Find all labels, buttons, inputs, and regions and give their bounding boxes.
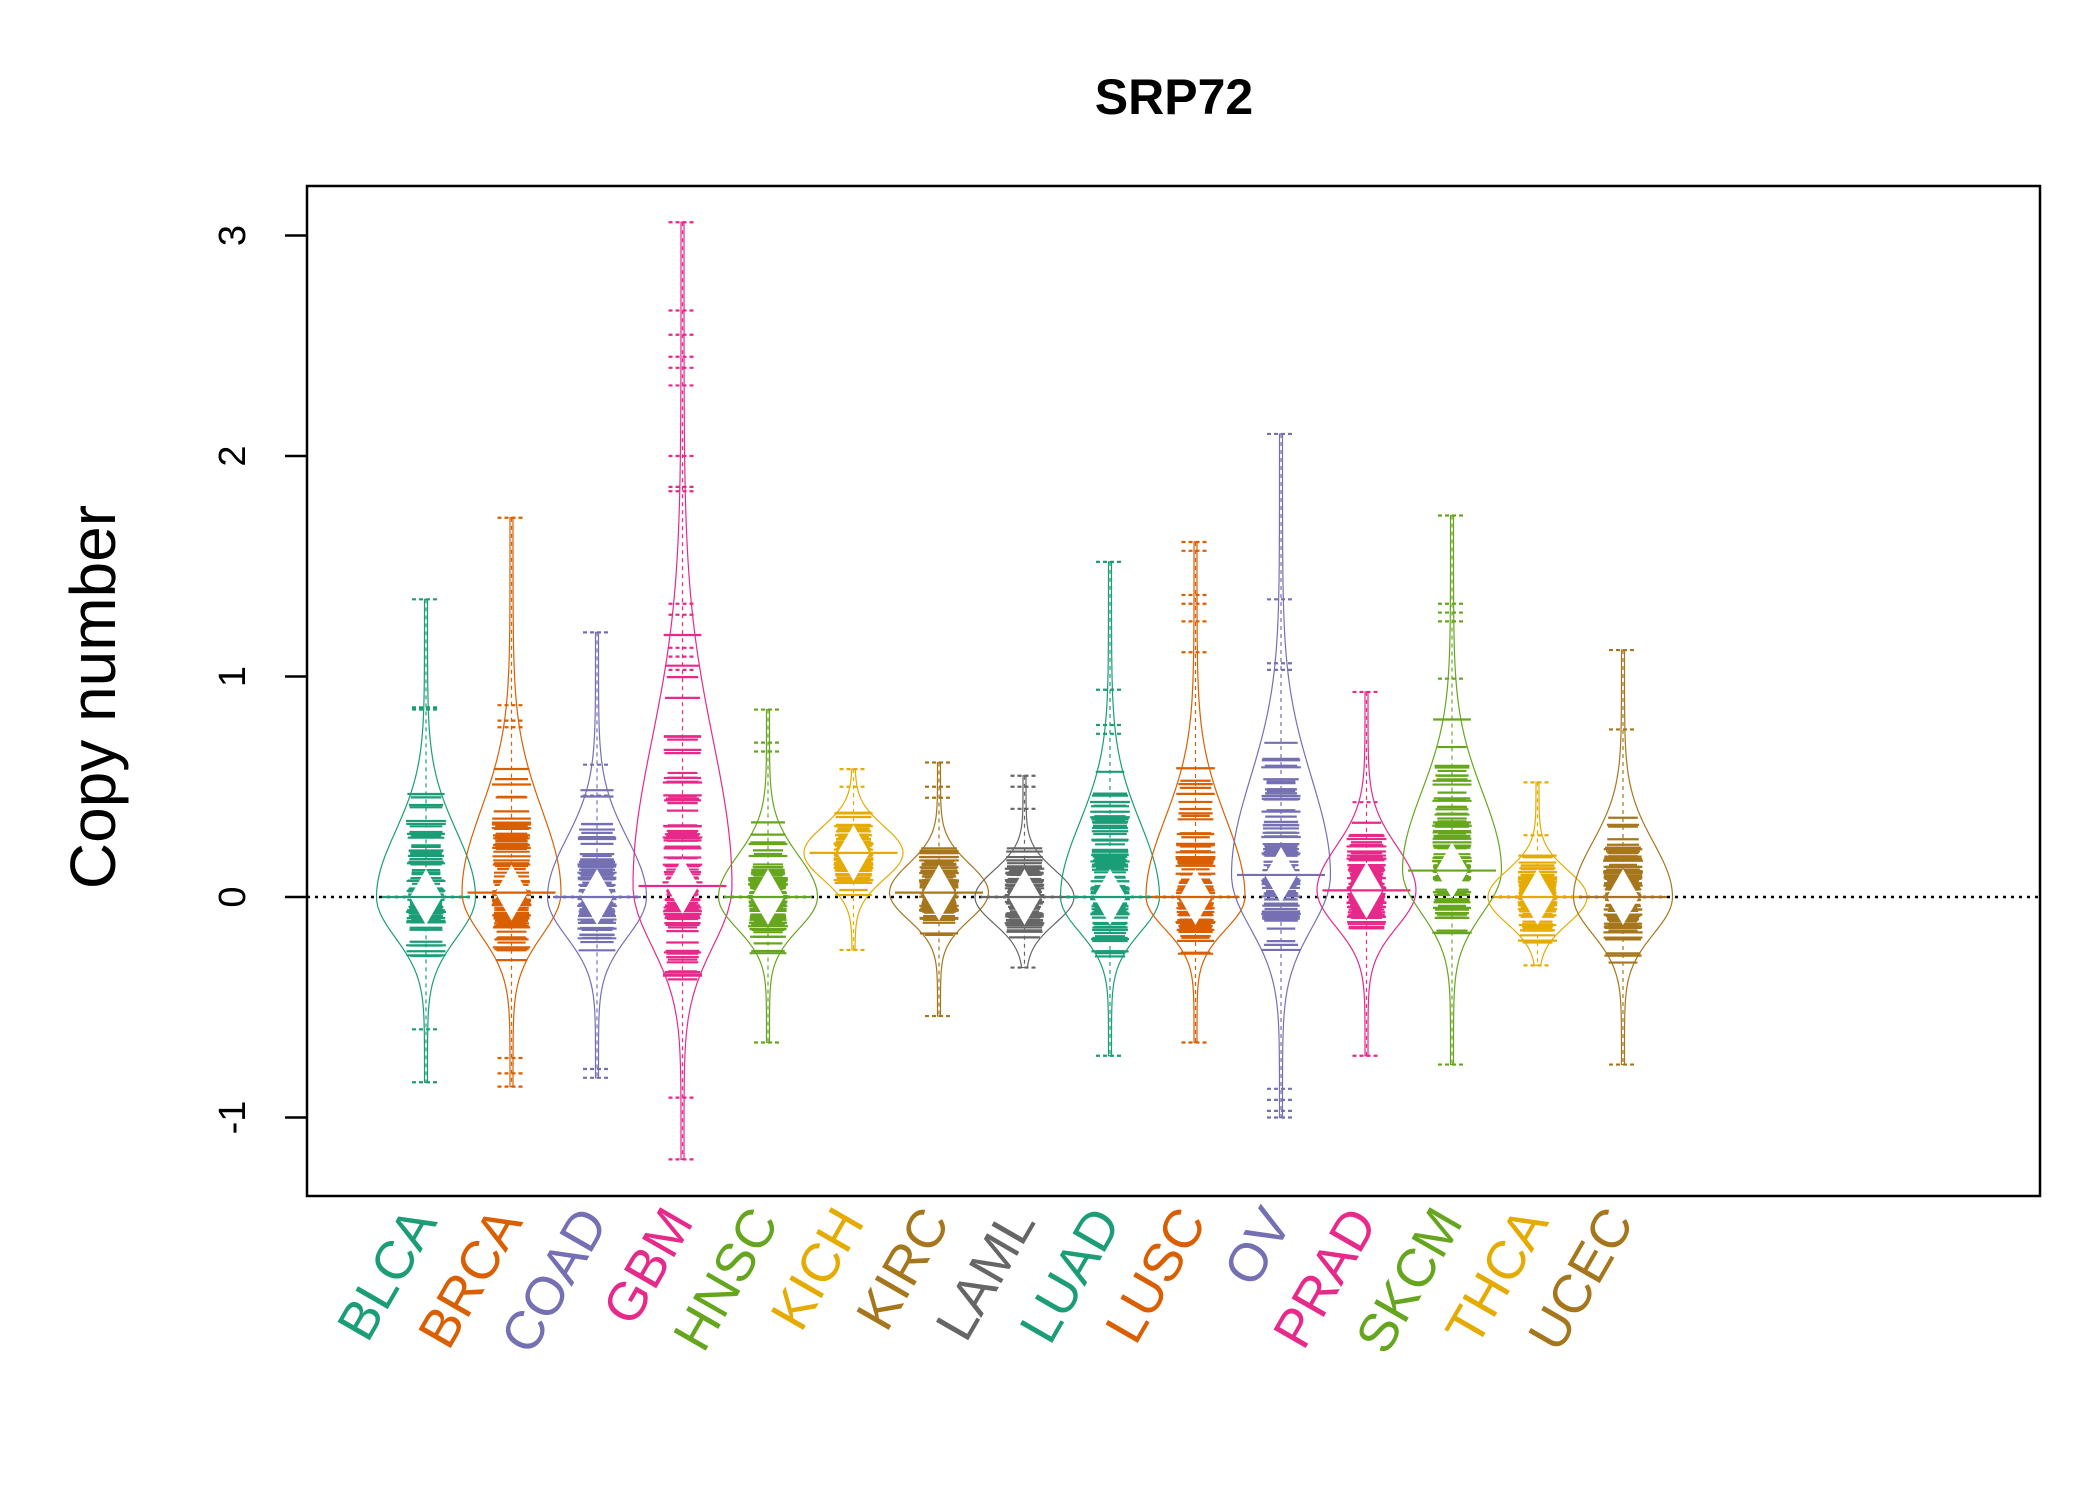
y-tick-label: 1 <box>212 666 254 687</box>
y-tick-label: 2 <box>212 445 254 466</box>
bean-luad <box>1059 560 1161 1057</box>
x-axis: BLCABRCACOADGBMHNSCKICHKIRCLAMLLUADLUSCO… <box>326 1198 1646 1363</box>
bean-kirc <box>888 761 990 1018</box>
bean-laml <box>974 774 1075 969</box>
y-tick-label: 0 <box>212 886 254 907</box>
y-tick-label: 3 <box>212 225 254 246</box>
y-tick-label: -1 <box>212 1101 254 1135</box>
bean-thca <box>1487 781 1588 967</box>
bean-skcm <box>1401 514 1503 1066</box>
bean-outline <box>1230 433 1332 1119</box>
chart-title: SRP72 <box>1095 69 1253 125</box>
bean-prad <box>1316 690 1417 1057</box>
bean-kich <box>803 768 904 952</box>
bean-outline <box>632 221 733 1160</box>
plot-area <box>307 221 2040 1161</box>
bean-hnsc <box>717 708 819 1044</box>
bean-ov <box>1230 432 1332 1119</box>
plot-frame <box>305 184 2042 1198</box>
y-axis: -1 0 1 2 3 <box>212 225 307 1134</box>
bean-ucec <box>1572 648 1674 1066</box>
bean-coad <box>546 631 648 1079</box>
bean-gbm <box>632 221 733 1161</box>
bean-brca <box>461 516 562 1088</box>
bean-lusc <box>1145 540 1246 1044</box>
bean-blca <box>375 598 477 1084</box>
y-axis-label: Copy number <box>57 505 129 889</box>
